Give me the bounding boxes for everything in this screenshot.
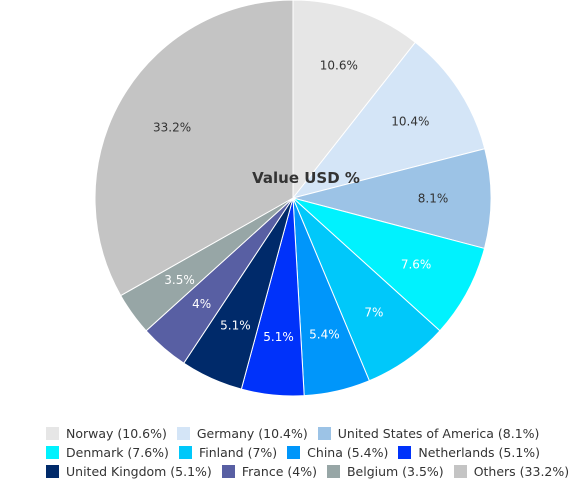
legend-item-denmark[interactable]: Denmark (7.6%) (46, 445, 169, 460)
data-label-germany: 10.4% (391, 115, 429, 129)
legend-swatch (46, 446, 59, 459)
legend-label: Finland (7%) (198, 445, 278, 460)
data-label-belgium: 3.5% (164, 273, 195, 287)
legend-item-germany[interactable]: Germany (10.4%) (176, 426, 308, 441)
pie-slice-others[interactable] (94, 0, 294, 297)
legend-swatch (46, 427, 59, 440)
data-label-denmark: 7.6% (401, 258, 432, 272)
legend-label: Others (33.2%) (473, 464, 570, 479)
legend-label: United Kingdom (5.1%) (66, 464, 212, 479)
legend-item-china[interactable]: China (5.4%) (287, 445, 388, 460)
legend-swatch (453, 465, 467, 478)
chart-title: Value USD % (252, 169, 360, 187)
legend-item-united-states-of-america[interactable]: United States of America (8.1%) (317, 426, 540, 441)
pie-slice-germany[interactable] (291, 41, 486, 199)
pie-chart-canvas: 10.6% 10.4% 8.1% 7.6% 7% 5.4% 5.1% 5.1% 4% 3.5% 33… (94, 0, 492, 397)
data-label-norway: 10.6% (320, 59, 358, 73)
legend-label: China (5.4%) (307, 445, 389, 460)
legend-item-others[interactable]: Others (33.2%) (453, 464, 570, 479)
data-label-france: 4% (192, 297, 211, 311)
legend-item-netherlands[interactable]: Netherlands (5.1%) (398, 445, 540, 460)
legend-swatch (287, 446, 301, 459)
data-label-united-states-of-america: 8.1% (418, 191, 449, 205)
data-label-united-kingdom: 5.1% (220, 319, 251, 333)
pie-slice-norway[interactable] (292, 0, 417, 200)
data-label-netherlands: 5.1% (263, 330, 294, 344)
legend-label: Germany (10.4%) (196, 426, 308, 441)
legend-swatch (176, 427, 190, 440)
legend-label: France (4%) (241, 464, 317, 479)
legend-label: Belgium (3.5%) (346, 464, 444, 479)
pie-slice-denmark[interactable] (292, 197, 486, 332)
legend-label: United States of America (8.1%) (337, 426, 540, 441)
legend-row: Denmark (7.6%) Finland (7%) China (5.4%) Ne… (46, 443, 576, 462)
legend-swatch (221, 465, 235, 478)
legend-label: Norway (10.6%) (66, 426, 167, 441)
legend-item-belgium[interactable]: Belgium (3.5%) (326, 464, 444, 479)
legend-item-finland[interactable]: Finland (7%) (178, 445, 278, 460)
legend-row: Norway (10.6%) Germany (10.4%) United Stat… (46, 424, 576, 443)
legend-item-france[interactable]: France (4%) (221, 464, 317, 479)
legend-swatch (398, 446, 412, 459)
legend-swatch (317, 427, 331, 440)
legend-item-united-kingdom[interactable]: United Kingdom (5.1%) (46, 464, 212, 479)
chart-legend: Norway (10.6%) Germany (10.4%) United Stat… (46, 424, 576, 481)
data-label-finland: 7% (364, 305, 383, 319)
legend-item-norway[interactable]: Norway (10.6%) (46, 426, 167, 441)
legend-label: Denmark (7.6%) (66, 445, 169, 460)
legend-swatch (178, 446, 192, 459)
legend-row: United Kingdom (5.1%) France (4%) Belgium … (46, 462, 576, 481)
data-label-china: 5.4% (309, 327, 340, 341)
legend-swatch (46, 465, 59, 478)
pie-chart: 10.6% 10.4% 8.1% 7.6% 7% 5.4% 5.1% 5.1% 4% 3.5% 33… (94, 0, 492, 397)
pie-slice-united-states-of-america[interactable] (291, 148, 492, 250)
legend-swatch (326, 465, 340, 478)
legend-label: Netherlands (5.1%) (418, 445, 541, 460)
data-label-others: 33.2% (153, 121, 191, 135)
